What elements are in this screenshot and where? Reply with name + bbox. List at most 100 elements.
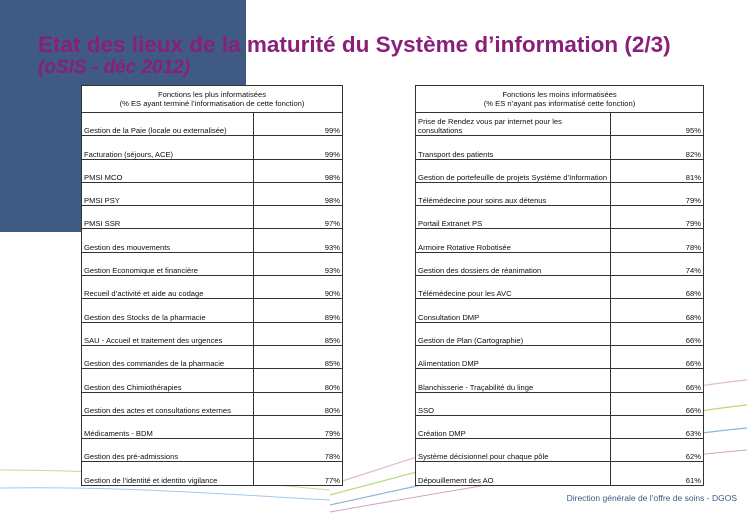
table-row: Création DMP 63% — [415, 414, 704, 440]
function-percentage: 66% — [610, 344, 704, 370]
table-header: Fonctions les moins informatisées (% ES … — [415, 85, 704, 113]
title-area: Etat des lieux de la maturité du Système… — [38, 32, 738, 79]
most-computerized-table: Fonctions les plus informatisées (% ES a… — [81, 85, 343, 486]
function-name: Portail Extranet PS — [415, 205, 611, 230]
table-row: SSO 66% — [415, 391, 704, 416]
table-row: Prise de Rendez vous par internet pour l… — [415, 111, 704, 137]
function-name: Blanchisserie - Traçabilité du linge — [415, 368, 611, 393]
least-computerized-table: Fonctions les moins informatisées (% ES … — [415, 85, 704, 486]
function-name: PMSI MCO — [81, 158, 254, 183]
function-percentage: 79% — [610, 205, 704, 230]
function-name: Prise de Rendez vous par internet pour l… — [415, 111, 611, 137]
table-row: Gestion de la Paie (locale ou externalis… — [81, 111, 343, 137]
function-percentage: 93% — [253, 251, 343, 277]
table-row: Télémédecine pour les AVC 68% — [415, 275, 704, 300]
function-name: Gestion de l’identité et identito vigila… — [81, 461, 254, 486]
function-percentage: 77% — [253, 461, 343, 486]
function-percentage: 79% — [610, 181, 704, 207]
table-row: Gestion des dossiers de réanimation 74% — [415, 251, 704, 277]
function-name: Transport des patients — [415, 135, 611, 160]
header-subtitle: (% ES n’ayant pas informatisé cette fonc… — [483, 99, 636, 108]
table-row: PMSI MCO 98% — [81, 158, 343, 183]
table-body: Gestion de la Paie (locale ou externalis… — [81, 111, 343, 486]
function-percentage: 98% — [253, 158, 343, 183]
function-percentage: 99% — [253, 135, 343, 160]
header-title: Fonctions les plus informatisées — [157, 90, 267, 99]
function-name: Gestion des dossiers de réanimation — [415, 251, 611, 277]
table-row: Gestion de l’identité et identito vigila… — [81, 461, 343, 486]
function-percentage: 79% — [253, 414, 343, 440]
function-percentage: 98% — [253, 181, 343, 207]
function-name: SSO — [415, 391, 611, 416]
function-percentage: 68% — [610, 275, 704, 300]
table-row: Gestion des actes et consultations exter… — [81, 391, 343, 416]
function-percentage: 85% — [253, 344, 343, 370]
function-name: Gestion des Stocks de la pharmacie — [81, 298, 254, 323]
table-row: Facturation (séjours, ACE) 99% — [81, 135, 343, 160]
table-row: Gestion des Stocks de la pharmacie 89% — [81, 298, 343, 323]
function-percentage: 78% — [610, 228, 704, 253]
function-percentage: 93% — [253, 228, 343, 253]
table-row: PMSI PSY 98% — [81, 181, 343, 207]
table-row: Gestion de portefeuille de projets Systè… — [415, 158, 704, 183]
function-name: Alimentation DMP — [415, 344, 611, 370]
table-row: PMSI SSR 97% — [81, 205, 343, 230]
table-header: Fonctions les plus informatisées (% ES a… — [81, 85, 343, 113]
table-row: Médicaments - BDM 79% — [81, 414, 343, 440]
function-percentage: 78% — [253, 438, 343, 463]
function-percentage: 63% — [610, 414, 704, 440]
table-row: Gestion de Plan (Cartographie) 66% — [415, 321, 704, 346]
function-name: SAU - Accueil et traitement des urgences — [81, 321, 254, 346]
function-name: Gestion des actes et consultations exter… — [81, 391, 254, 416]
table-row: Portail Extranet PS 79% — [415, 205, 704, 230]
function-name: Armoire Rotative Robotisée — [415, 228, 611, 253]
function-percentage: 85% — [253, 321, 343, 346]
table-row: Gestion des commandes de la pharmacie 85% — [81, 344, 343, 370]
table-body: Prise de Rendez vous par internet pour l… — [415, 111, 704, 486]
table-row: Consultation DMP 68% — [415, 298, 704, 323]
function-percentage: 62% — [610, 438, 704, 463]
function-name: Télémédecine pour les AVC — [415, 275, 611, 300]
table-row: Transport des patients 82% — [415, 135, 704, 160]
slide-subtitle: (oSIS - déc 2012) — [38, 57, 191, 78]
function-name: Système décisionnel pour chaque pôle — [415, 438, 611, 463]
function-percentage: 97% — [253, 205, 343, 230]
function-name: Recueil d’activité et aide au codage — [81, 275, 254, 300]
function-percentage: 82% — [610, 135, 704, 160]
function-percentage: 61% — [610, 461, 704, 486]
function-name: Dépouillement des AO — [415, 461, 611, 486]
table-row: Blanchisserie - Traçabilité du linge 66% — [415, 368, 704, 393]
function-name: Gestion de Plan (Cartographie) — [415, 321, 611, 346]
header-subtitle: (% ES ayant terminé l’informatisation de… — [119, 99, 305, 108]
function-percentage: 80% — [253, 368, 343, 393]
function-percentage: 66% — [610, 321, 704, 346]
table-row: Gestion des Chimiothérapies 80% — [81, 368, 343, 393]
function-percentage: 99% — [253, 111, 343, 137]
function-percentage: 90% — [253, 275, 343, 300]
table-row: SAU - Accueil et traitement des urgences… — [81, 321, 343, 346]
function-name: Facturation (séjours, ACE) — [81, 135, 254, 160]
function-percentage: 66% — [610, 368, 704, 393]
function-name: Gestion des Chimiothérapies — [81, 368, 254, 393]
table-row: Gestion des mouvements 93% — [81, 228, 343, 253]
table-row: Télémédecine pour soins aux détenus 79% — [415, 181, 704, 207]
function-percentage: 68% — [610, 298, 704, 323]
header-title: Fonctions les moins informatisées — [502, 90, 617, 99]
function-name: Gestion des commandes de la pharmacie — [81, 344, 254, 370]
table-row: Gestion Economique et financière 93% — [81, 251, 343, 277]
table-row: Alimentation DMP 66% — [415, 344, 704, 370]
table-row: Gestion des pré-admissions 78% — [81, 438, 343, 463]
function-percentage: 74% — [610, 251, 704, 277]
table-row: Système décisionnel pour chaque pôle 62% — [415, 438, 704, 463]
function-percentage: 81% — [610, 158, 704, 183]
function-percentage: 66% — [610, 391, 704, 416]
footer-text: Direction générale de l’offre de soins -… — [566, 493, 737, 503]
function-name: Gestion des pré-admissions — [81, 438, 254, 463]
function-name: Télémédecine pour soins aux détenus — [415, 181, 611, 207]
function-name: Gestion de portefeuille de projets Systè… — [415, 158, 611, 183]
function-name: PMSI PSY — [81, 181, 254, 207]
function-percentage: 80% — [253, 391, 343, 416]
function-name: Création DMP — [415, 414, 611, 440]
function-percentage: 95% — [610, 111, 704, 137]
function-name: Consultation DMP — [415, 298, 611, 323]
